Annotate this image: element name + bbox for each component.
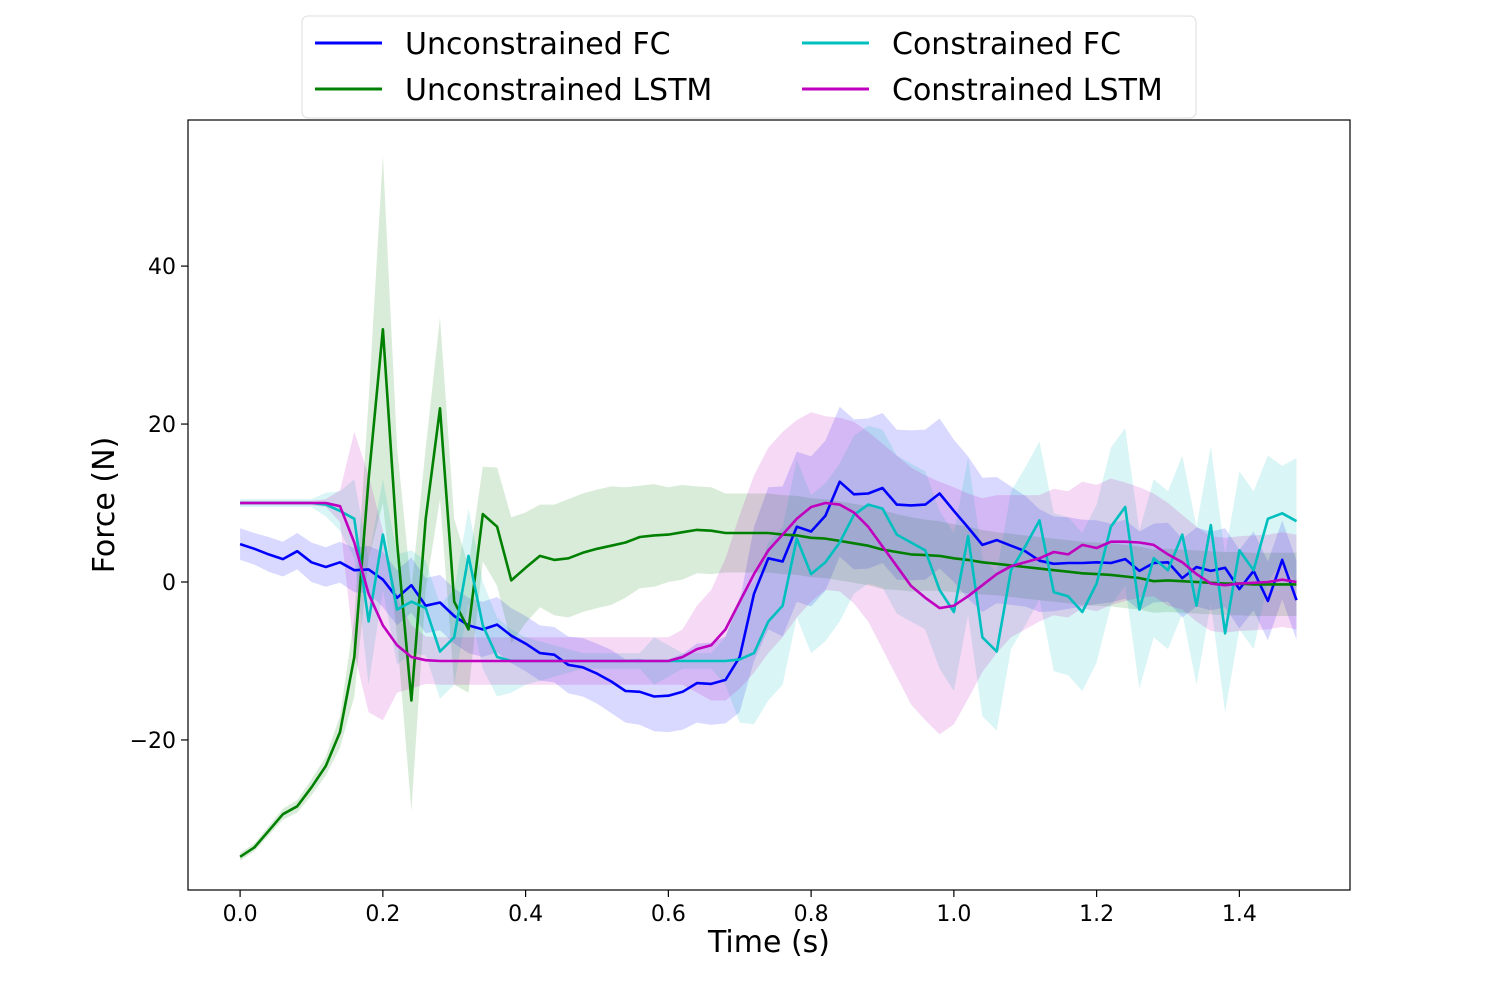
y-axis-label: Force (N) xyxy=(87,437,122,574)
unconstrained-fc-band xyxy=(240,406,1297,733)
y-tick-label: 40 xyxy=(148,255,176,280)
y-tick-label: 0 xyxy=(162,571,176,596)
constrained-lstm-line xyxy=(240,501,1297,663)
unconstrained-lstm-band xyxy=(240,155,1297,861)
constrained-fc-line xyxy=(240,501,1298,663)
series-lines xyxy=(239,327,1298,858)
x-tick-label: 1.4 xyxy=(1222,902,1257,927)
unconstrained-fc-line xyxy=(239,480,1298,698)
x-tick-label: 1.2 xyxy=(1079,902,1114,927)
unconstrained-fc-legend-label: Unconstrained FC xyxy=(405,27,671,62)
confidence-bands xyxy=(240,155,1297,861)
x-axis-ticks: 0.0 0.2 0.4 0.6 0.8 1.0 1.2 1.4 xyxy=(223,890,1257,927)
x-tick-label: 0.2 xyxy=(365,902,400,927)
x-tick-label: 0.8 xyxy=(794,902,829,927)
unconstrained-lstm-legend-label: Unconstrained LSTM xyxy=(405,73,712,108)
constrained-lstm-legend-label: Constrained LSTM xyxy=(892,73,1163,108)
y-axis-ticks: −20 0 20 40 xyxy=(130,255,188,754)
x-axis-label: Time (s) xyxy=(707,925,830,960)
x-tick-label: 1.0 xyxy=(936,902,971,927)
y-tick-label: −20 xyxy=(130,729,176,754)
legend-frame xyxy=(301,15,1197,119)
plot-area-frame xyxy=(187,119,1351,891)
y-tick-label: 20 xyxy=(148,413,176,438)
constrained-lstm-band xyxy=(240,412,1297,735)
x-tick-label: 0.0 xyxy=(223,902,258,927)
x-tick-label: 0.4 xyxy=(508,902,543,927)
x-tick-label: 0.6 xyxy=(651,902,686,927)
unconstrained-lstm-line xyxy=(239,327,1297,858)
constrained-fc-band xyxy=(240,425,1297,731)
constrained-fc-legend-label: Constrained FC xyxy=(892,27,1121,62)
legend: Unconstrained FC Constrained FC Unconstrai… xyxy=(301,15,1197,119)
